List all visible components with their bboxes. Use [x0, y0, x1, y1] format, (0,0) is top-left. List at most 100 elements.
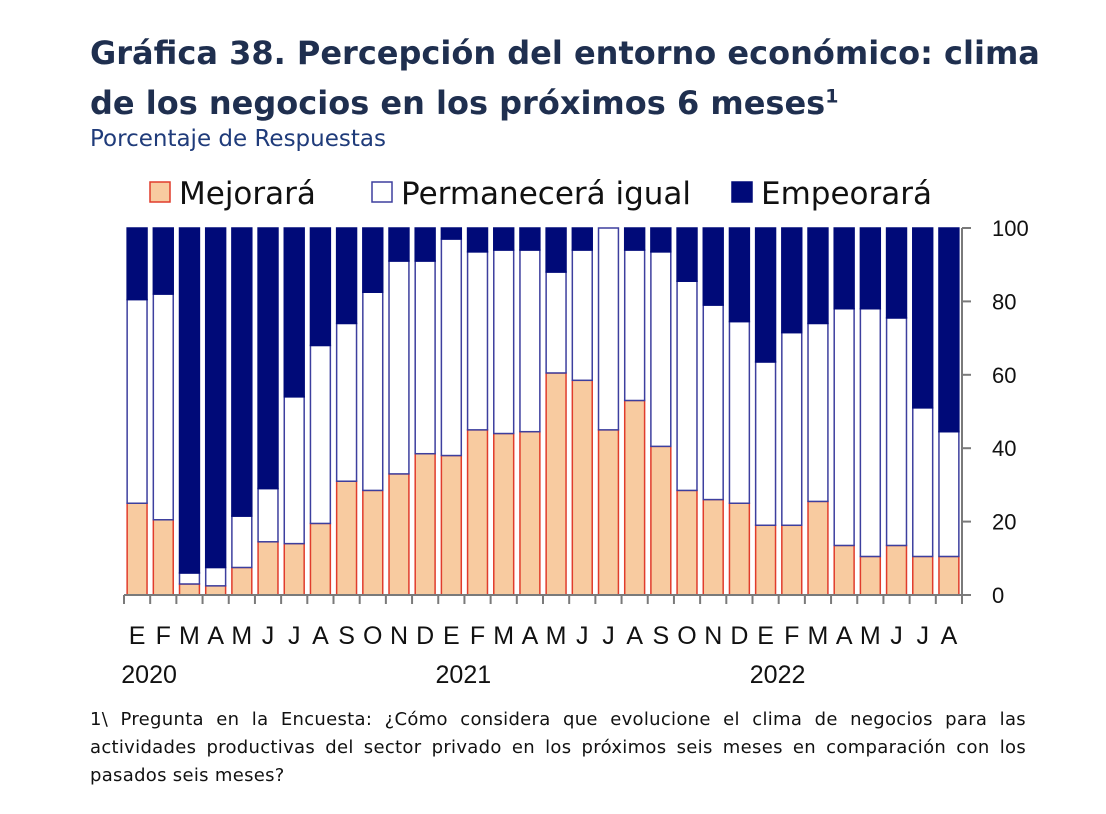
bar-segment-permanecera [283, 396, 305, 545]
bar-segment-permanecera [257, 487, 279, 543]
y-tick-label: 40 [992, 436, 1016, 461]
bar-segment-mejorara [309, 522, 332, 596]
bar-segment-mejorara [493, 432, 515, 596]
bars-group [126, 227, 960, 596]
bar-segment-empeorara [571, 227, 593, 251]
bar-segment-empeorara [676, 227, 698, 282]
bar-segment-permanecera [231, 515, 253, 569]
bar-segment-empeorara [623, 227, 646, 251]
footnote: 1\ Pregunta en la Encuesta: ¿Cómo consid… [90, 709, 1026, 786]
title-footnote-marker: 1 [825, 85, 839, 108]
bar-segment-permanecera [362, 291, 384, 492]
legend-label-empeorara: Empeorará [761, 176, 932, 212]
bar-segment-permanecera [178, 572, 201, 585]
bar-segment-mejorara [152, 519, 174, 596]
y-tick-label: 80 [992, 289, 1016, 314]
x-tick-label: E [129, 622, 146, 650]
bar-segment-permanecera [623, 249, 646, 402]
bar-segment-mejorara [204, 585, 227, 596]
legend-swatch-permanecera [371, 181, 393, 203]
y-tick-label: 0 [992, 583, 1004, 608]
x-tick-label: N [704, 622, 722, 650]
bar-segment-mejorara [728, 502, 751, 596]
bar-segment-empeorara [650, 227, 672, 253]
legend-swatch-empeorara [731, 181, 753, 203]
x-tick-label: J [602, 622, 615, 650]
bar-segment-empeorara [728, 227, 751, 323]
x-tick-label: A [522, 622, 539, 650]
bar-segment-empeorara [781, 227, 803, 334]
bar-segment-mejorara [833, 544, 855, 596]
bar-segment-empeorara [126, 227, 148, 301]
legend-label-permanecera: Permanecerá igual [401, 176, 691, 212]
bar-segment-empeorara [283, 227, 305, 398]
x-tick-label: M [493, 622, 514, 650]
x-tick-label: F [156, 622, 171, 650]
bar-segment-permanecera [152, 293, 174, 521]
x-tick-label: J [890, 622, 903, 650]
bar-segment-permanecera [912, 407, 934, 558]
x-tick-label: S [338, 622, 355, 650]
bar-segment-mejorara [283, 542, 305, 596]
bar-segment-permanecera [126, 298, 148, 504]
x-tick-label: D [416, 622, 434, 650]
bar-segment-permanecera [519, 249, 541, 433]
bar-segment-permanecera [414, 260, 436, 455]
y-tick-label: 60 [992, 363, 1016, 388]
bar-segment-permanecera [440, 238, 463, 457]
bar-segment-mejorara [362, 489, 384, 596]
bar-segment-empeorara [545, 227, 567, 273]
bar-segment-mejorara [885, 544, 908, 596]
x-tick-label: S [653, 622, 670, 650]
x-tick-label: A [941, 622, 958, 650]
bar-segment-empeorara [152, 227, 174, 295]
bar-segment-mejorara [335, 480, 358, 596]
bar-segment-permanecera [885, 317, 908, 547]
bar-segment-empeorara [702, 227, 724, 306]
chart-subtitle: Porcentaje de Respuestas [90, 126, 386, 152]
bar-segment-mejorara [938, 555, 960, 596]
bar-segment-mejorara [126, 502, 148, 596]
bar-segment-mejorara [440, 454, 463, 596]
bar-segment-empeorara [440, 227, 463, 240]
x-tick-label: F [784, 622, 799, 650]
x-tick-label: N [390, 622, 408, 650]
bar-segment-mejorara [571, 379, 593, 596]
x-tick-label: M [546, 622, 567, 650]
bar-segment-empeorara [362, 227, 384, 293]
bar-segment-mejorara [676, 489, 698, 596]
bar-segment-mejorara [702, 498, 724, 596]
bar-segment-empeorara [231, 227, 253, 517]
legend-label-mejorara: Mejorará [179, 176, 316, 212]
bar-segment-empeorara [466, 227, 489, 253]
bar-segment-permanecera [728, 320, 751, 504]
x-tick-label: M [179, 622, 200, 650]
bar-segment-mejorara [912, 555, 934, 596]
x-tick-label: O [363, 622, 382, 650]
x-tick-label: A [312, 622, 329, 650]
bar-segment-empeorara [833, 227, 855, 310]
bar-segment-permanecera [676, 280, 698, 492]
bar-segment-permanecera [466, 251, 489, 431]
y-tick-label: 20 [992, 510, 1016, 535]
bar-segment-empeorara [807, 227, 829, 325]
bar-segment-mejorara [257, 541, 279, 596]
x-tick-label: J [916, 622, 929, 650]
bar-segment-empeorara [885, 227, 908, 319]
bar-segment-permanecera [597, 227, 620, 431]
x-tick-label: J [262, 622, 275, 650]
bar-segment-empeorara [309, 227, 332, 347]
bar-segment-permanecera [833, 307, 855, 547]
bar-segment-mejorara [807, 500, 829, 596]
x-tick-label: A [207, 622, 224, 650]
bar-segment-permanecera [204, 566, 227, 587]
bar-segment-empeorara [859, 227, 882, 310]
x-tick-label: F [470, 622, 485, 650]
stacked-bar-chart: Mejorará Permanecerá igual Empeorará 0 20 40… [121, 176, 1028, 689]
bar-segment-empeorara [493, 227, 515, 251]
bar-segment-mejorara [466, 429, 489, 596]
bar-segment-empeorara [414, 227, 436, 262]
chart-title: Gráfica 38. Percepción del entorno econó… [90, 34, 1040, 122]
year-label: 2022 [750, 661, 806, 689]
